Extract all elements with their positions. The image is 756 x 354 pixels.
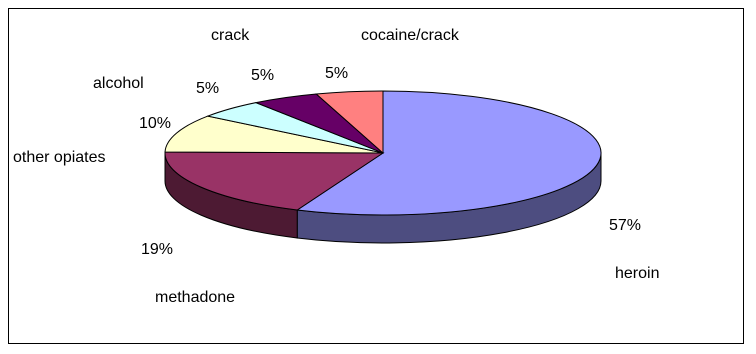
label-heroin-name: heroin: [615, 265, 660, 282]
label-crack-name: crack: [211, 27, 250, 44]
label-methadone-name: methadone: [155, 289, 236, 306]
label-cocaine-crack-percent: 5%: [325, 65, 349, 82]
label-other-opiates-percent: 10%: [139, 115, 172, 132]
label-other-opiates-name: other opiates: [13, 149, 106, 166]
label-heroin-percent: 57%: [609, 217, 642, 234]
slice-heroin: [295, 90, 602, 216]
label-cocaine-crack-name: cocaine/crack: [361, 27, 459, 44]
slice-cocaine-crack: [315, 90, 384, 155]
slice-methadone: [164, 151, 385, 211]
label-methadone-percent: 19%: [141, 241, 174, 258]
label-alcohol-percent: 5%: [196, 80, 220, 97]
pie-chart: [164, 90, 602, 244]
chart-frame: heroin methadone other opiates alcohol c…: [8, 8, 744, 344]
label-alcohol-name: alcohol: [93, 75, 144, 92]
label-crack-percent: 5%: [251, 67, 275, 84]
slice-other-opiates: [164, 115, 384, 154]
